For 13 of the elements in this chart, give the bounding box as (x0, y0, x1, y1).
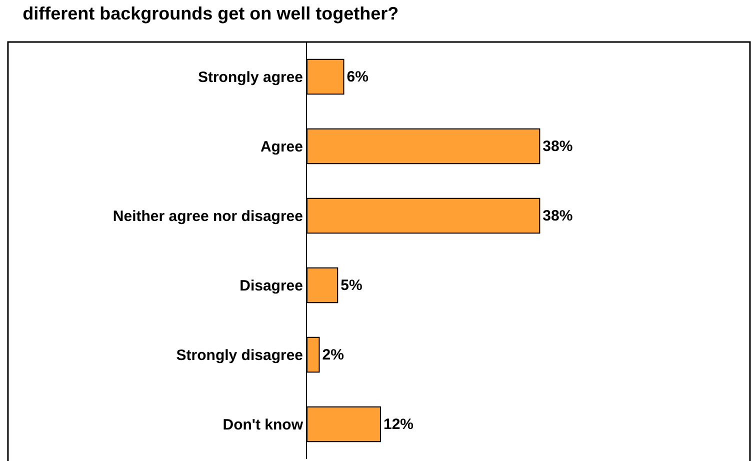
y-tick-label: Neither agree nor disagree (112, 208, 303, 225)
y-tick-label: Strongly disagree (176, 347, 303, 364)
y-tick-label: Disagree (240, 278, 303, 294)
data-label: 12% (383, 416, 414, 433)
y-tick-label: Don't know (222, 416, 304, 434)
data-label: 5% (340, 276, 362, 294)
data-label: 6% (346, 68, 368, 86)
chart-title: different backgrounds get on well together? (22, 4, 399, 24)
data-label: 38% (542, 138, 573, 155)
y-tick-label: Agree (260, 138, 303, 156)
data-label: 2% (322, 346, 344, 364)
data-label: 38% (542, 207, 573, 224)
y-tick-label: Strongly agree (198, 69, 303, 86)
